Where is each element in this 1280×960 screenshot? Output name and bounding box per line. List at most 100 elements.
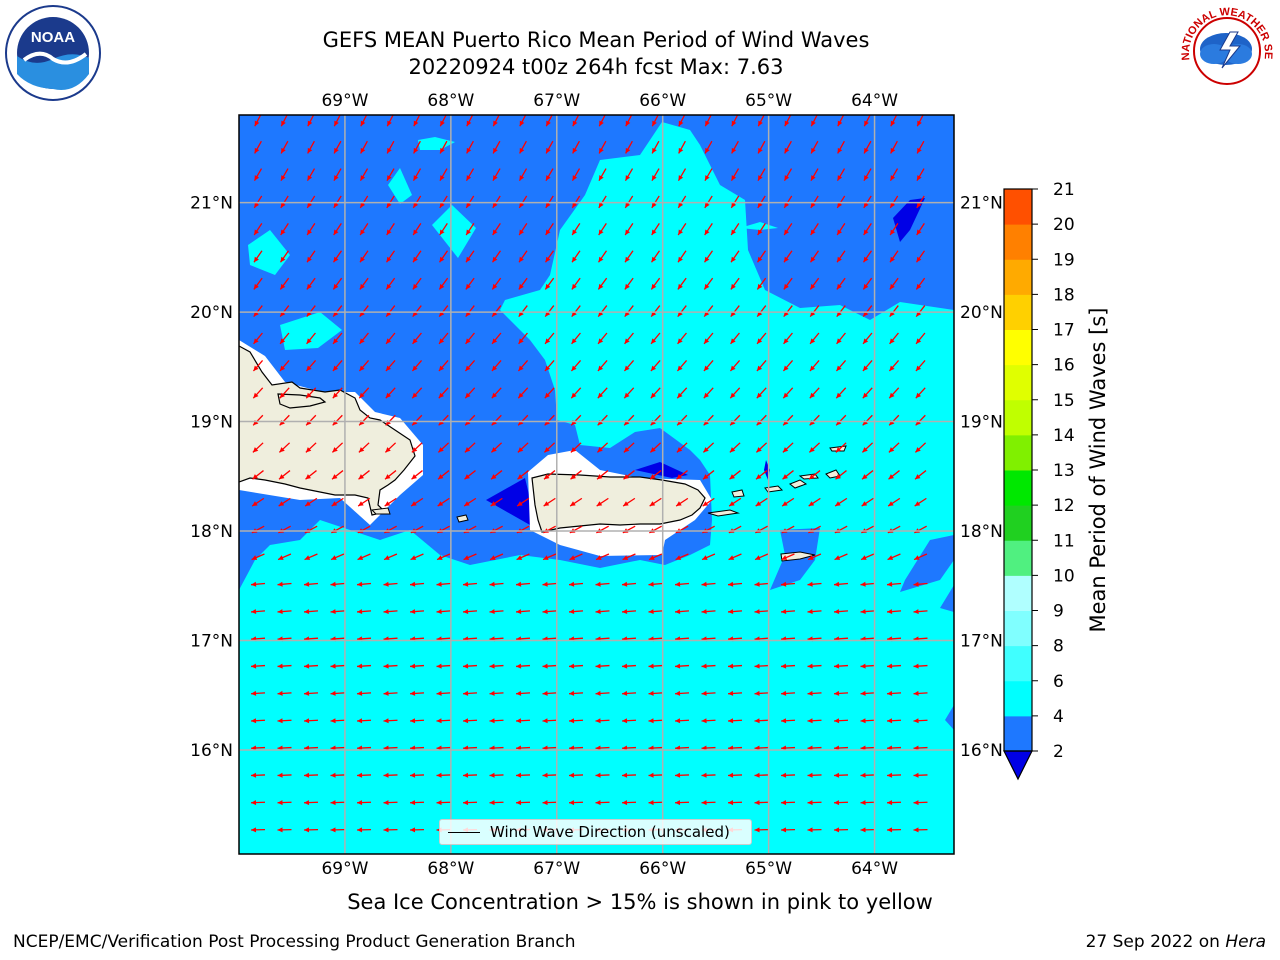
wind-vector xyxy=(784,140,792,154)
wind-vector xyxy=(863,115,871,127)
wind-vector xyxy=(518,250,528,263)
wind-vector xyxy=(886,772,902,778)
lat-tick-label-left: 18°N xyxy=(190,522,233,542)
map-frame xyxy=(238,114,955,855)
wind-vector xyxy=(542,690,557,696)
wind-vector xyxy=(330,663,345,669)
wind-vector xyxy=(277,581,292,587)
wind-vector xyxy=(462,745,478,751)
wind-vector xyxy=(489,609,504,615)
wind-vector xyxy=(651,168,660,181)
colorbar-tick-label: 13 xyxy=(1053,461,1075,481)
wind-vector xyxy=(279,277,290,290)
wind-vector xyxy=(886,718,902,724)
lon-tick-label-bottom: 67°W xyxy=(533,859,580,879)
wind-vector xyxy=(519,140,527,154)
wind-vector xyxy=(332,332,343,345)
wind-vector xyxy=(676,470,688,480)
wind-vector xyxy=(358,387,370,399)
wind-vector xyxy=(568,609,584,615)
wind-vector xyxy=(727,800,743,806)
wind-vector xyxy=(568,690,584,696)
colorbar-segment xyxy=(1004,329,1032,366)
wind-vector xyxy=(303,745,319,751)
wind-vector xyxy=(807,690,822,696)
wind-vector xyxy=(889,250,899,263)
wind-vector xyxy=(357,497,371,507)
wind-vector xyxy=(915,277,926,290)
wind-vector xyxy=(545,140,554,154)
wind-vector xyxy=(280,140,289,154)
wind-vector xyxy=(810,115,818,127)
wind-vector xyxy=(624,277,634,290)
wind-vector xyxy=(651,115,659,127)
noaa-logo: NOAA xyxy=(5,5,101,101)
wind-vector xyxy=(651,222,660,236)
lon-tick-label-top: 66°W xyxy=(639,91,686,111)
wind-vector xyxy=(330,745,345,751)
wind-vector xyxy=(807,800,822,806)
wind-vector xyxy=(438,387,449,399)
wind-vector xyxy=(674,609,690,615)
wind-vector xyxy=(332,387,343,399)
wind-vector xyxy=(465,168,475,181)
wind-vector xyxy=(436,553,451,561)
wind-vector xyxy=(860,690,875,696)
lon-tick-label-top: 69°W xyxy=(321,91,368,111)
wind-vector xyxy=(595,800,610,806)
wind-vector xyxy=(463,497,477,507)
wind-vector xyxy=(862,387,873,399)
wind-vector xyxy=(623,387,635,399)
colorbar-segment xyxy=(1004,470,1032,506)
st-john-island xyxy=(789,479,808,489)
wind-vector xyxy=(862,277,873,290)
wind-vector xyxy=(250,690,266,696)
wind-vector xyxy=(489,581,504,587)
wind-vector xyxy=(277,718,292,724)
wind-vector xyxy=(754,581,769,587)
wind-vector xyxy=(780,827,796,833)
lat-tick-label-right: 21°N xyxy=(960,194,1003,214)
wind-vector xyxy=(754,663,769,669)
lat-tick-label-right: 20°N xyxy=(960,303,1003,323)
wind-vector xyxy=(252,470,264,480)
wind-vector xyxy=(754,800,769,806)
ocean-mid-patch xyxy=(388,168,412,204)
colorbar-tick-label: 21 xyxy=(1053,180,1075,200)
colorbar-segment xyxy=(1004,540,1032,576)
wind-vector xyxy=(436,800,451,806)
wind-vector xyxy=(516,553,530,561)
wind-vector xyxy=(675,553,689,561)
colorbar-tick-label: 17 xyxy=(1053,321,1075,341)
wind-vector xyxy=(674,718,690,724)
wind-vector xyxy=(597,387,608,399)
wind-vector xyxy=(624,250,634,263)
wind-vector xyxy=(303,690,319,696)
wind-vector xyxy=(674,800,690,806)
hispaniola-peninsula xyxy=(277,393,327,409)
wind-vector xyxy=(542,745,557,751)
wind-vector xyxy=(862,332,873,345)
wind-vector xyxy=(543,442,556,453)
wind-vector xyxy=(648,553,663,561)
wind-vector xyxy=(333,140,342,154)
wind-vector xyxy=(755,497,768,507)
wind-vector xyxy=(253,332,263,345)
wind-vector xyxy=(545,115,553,127)
wind-vector xyxy=(702,497,715,507)
wind-vector xyxy=(490,470,503,480)
wind-vector xyxy=(727,772,743,778)
wind-vector xyxy=(781,497,795,507)
wind-vector xyxy=(386,140,395,154)
wind-vector xyxy=(439,168,448,181)
wind-vector xyxy=(542,553,557,561)
wind-vector xyxy=(916,115,924,127)
colorbar-segment xyxy=(1004,294,1032,330)
wind-vector xyxy=(887,497,901,507)
wind-vector xyxy=(409,609,425,615)
wind-vector xyxy=(250,827,266,833)
wind-vector xyxy=(277,690,292,696)
colorbar-tick-label: 20 xyxy=(1053,215,1075,235)
wind-vector xyxy=(729,359,741,372)
wind-vector xyxy=(860,609,875,615)
